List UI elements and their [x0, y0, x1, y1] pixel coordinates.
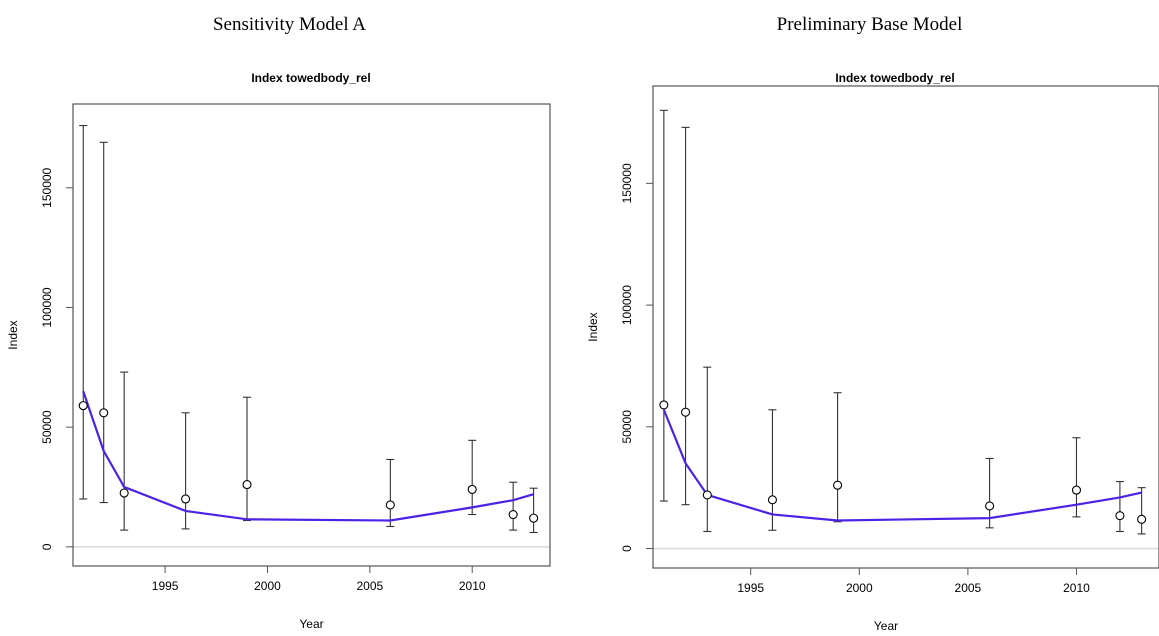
observed-point — [385, 500, 395, 510]
x-tick-label: 2010 — [1063, 581, 1090, 595]
y-tick-label: 100000 — [40, 287, 54, 327]
observed-point — [467, 484, 477, 494]
chart-title: Index towedbody_rel — [835, 71, 954, 85]
x-tick-label: 2000 — [254, 579, 281, 593]
chart-plot: Index towedbody_rel 1995 2000 2005 2010 0 5000… — [586, 71, 1159, 633]
x-tick-label: 2005 — [955, 581, 982, 595]
panel-heading: Sensitivity Model A — [212, 14, 367, 35]
observed-point — [119, 488, 129, 498]
chart-title: Index towedbody_rel — [251, 71, 370, 85]
y-tick-label: 0 — [40, 543, 54, 550]
fit-line — [662, 409, 1142, 522]
chart-panel-sensitivity-model-a: Sensitivity Model A Index towedbody_rel 1… — [0, 0, 579, 636]
observed-point — [78, 401, 88, 411]
observed-point — [659, 400, 669, 410]
observed-point — [681, 407, 691, 417]
y-tick-label: 150000 — [620, 163, 634, 203]
x-tick-label: 2005 — [356, 579, 383, 593]
observed-point — [1071, 485, 1082, 495]
plot-frame — [652, 85, 1159, 569]
x-axis-label: Year — [874, 619, 898, 633]
panel-heading: Preliminary Base Model — [776, 14, 963, 35]
y-tick-label: 50000 — [40, 410, 54, 444]
observed-point — [833, 480, 843, 490]
chart-panel-preliminary-base-model: Preliminary Base Model Index towedbody_r… — [580, 0, 1159, 636]
y-axis-label: Index — [586, 312, 600, 341]
observed-point — [508, 509, 518, 520]
plot-frame — [72, 103, 551, 567]
y-tick-label: 0 — [620, 545, 634, 552]
y-tick-label: 50000 — [620, 410, 634, 444]
observed-point — [99, 408, 109, 418]
y-tick-label: 100000 — [620, 285, 634, 325]
observed-point — [1115, 511, 1125, 521]
x-tick-label: 2000 — [846, 581, 873, 595]
y-axis-label: Index — [6, 320, 20, 349]
observed-point — [767, 495, 777, 505]
x-tick-label: 1995 — [737, 581, 764, 595]
observed-point — [1137, 514, 1147, 524]
fit-line — [82, 390, 534, 522]
chart-plot: Index towedbody_rel 1995 2000 2005 2010 0 5000… — [6, 71, 551, 631]
x-axis-label: Year — [299, 617, 323, 631]
y-tick-label: 150000 — [40, 167, 54, 207]
observed-point — [985, 501, 995, 511]
observed-point — [242, 480, 252, 490]
x-tick-label: 1995 — [152, 579, 179, 593]
observed-point — [702, 490, 712, 500]
x-tick-label: 2010 — [459, 579, 486, 593]
observed-point — [181, 494, 191, 504]
observed-point — [529, 513, 539, 523]
